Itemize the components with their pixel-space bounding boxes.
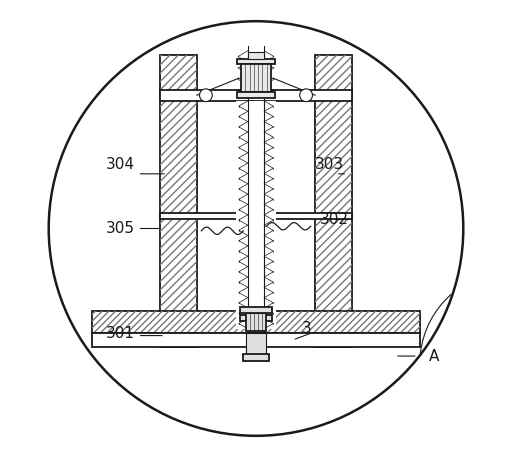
Text: 302: 302 <box>320 212 349 227</box>
Bar <box>160 55 197 347</box>
Bar <box>243 354 269 361</box>
Bar <box>92 310 420 333</box>
Text: 304: 304 <box>105 157 135 172</box>
Text: 3: 3 <box>302 321 311 336</box>
Bar <box>240 307 272 313</box>
Text: 301: 301 <box>105 326 135 341</box>
Bar <box>160 213 352 219</box>
Bar <box>160 90 352 101</box>
Bar <box>92 310 420 333</box>
Bar <box>197 55 315 347</box>
Bar <box>92 333 420 347</box>
Text: 305: 305 <box>105 221 135 236</box>
Bar <box>315 55 352 347</box>
Text: 303: 303 <box>315 157 345 172</box>
Circle shape <box>200 89 212 101</box>
Bar <box>241 64 271 92</box>
Bar <box>237 101 275 329</box>
Bar <box>315 55 352 347</box>
Bar <box>246 313 266 331</box>
Bar <box>246 333 266 356</box>
Text: A: A <box>429 349 439 364</box>
Bar <box>240 315 272 321</box>
Circle shape <box>49 21 463 436</box>
Bar <box>237 58 275 64</box>
Circle shape <box>300 89 312 101</box>
Bar <box>237 92 275 98</box>
Bar <box>160 55 197 347</box>
Bar <box>248 52 264 58</box>
